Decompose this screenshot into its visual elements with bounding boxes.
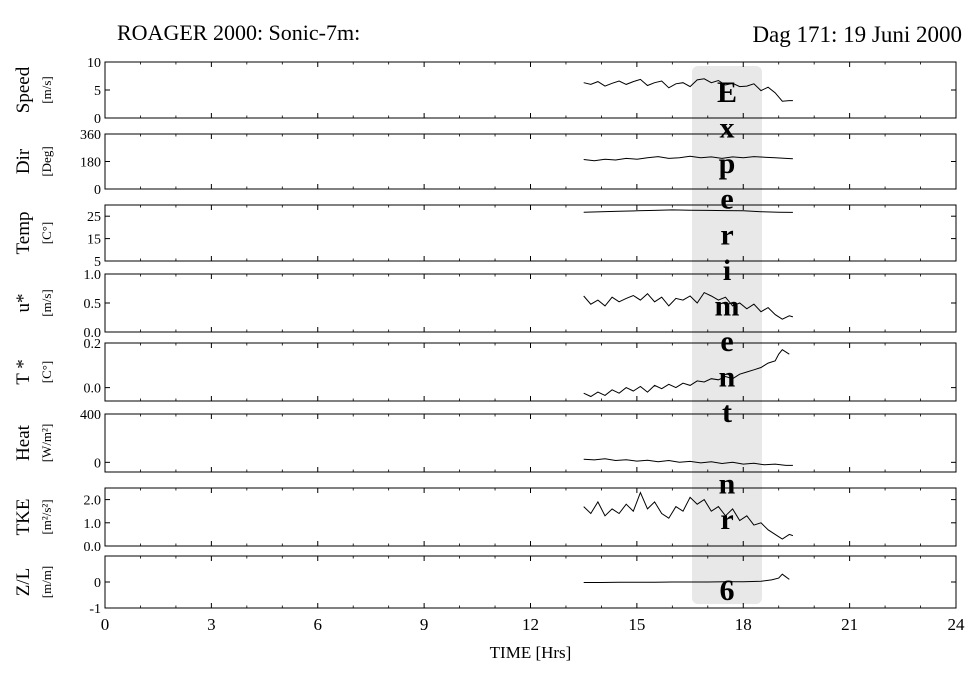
panel-frame <box>104 342 957 402</box>
x-tick-label: 3 <box>207 615 216 634</box>
watermark-letter: i <box>723 254 731 287</box>
y-tick-label: -1 <box>89 602 101 617</box>
y-axis-title: Dir <box>13 148 34 174</box>
x-tick-label: 0 <box>101 615 110 634</box>
y-tick-label: 2.0 <box>84 494 102 509</box>
y-axis-unit: [C°] <box>39 222 54 245</box>
y-tick-label: 1.0 <box>84 517 102 532</box>
watermark-letter: r <box>720 503 733 536</box>
y-tick-label: 180 <box>80 156 101 171</box>
y-tick-label: 0.0 <box>84 540 102 555</box>
y-tick-label: 400 <box>80 408 101 423</box>
y-tick-label: 25 <box>87 210 101 225</box>
x-tick-label: 6 <box>314 615 323 634</box>
y-axis-title: Temp <box>13 212 34 255</box>
x-tick-label: 21 <box>841 615 858 634</box>
panel-frame <box>104 61 957 119</box>
series-line <box>583 573 790 583</box>
watermark-letter: n <box>719 467 736 500</box>
x-tick-label: 9 <box>420 615 429 634</box>
y-tick-label: 0 <box>94 112 101 127</box>
chart-title-left: ROAGER 2000: Sonic-7m: <box>117 20 361 45</box>
y-tick-label: 0.0 <box>84 326 102 341</box>
watermark-letter: t <box>722 396 732 429</box>
y-tick-label: 5 <box>94 84 101 99</box>
y-tick-label: 15 <box>87 233 101 248</box>
panel-5: 0.0 0.2 T * [C°] <box>13 337 957 402</box>
series-line <box>583 155 793 162</box>
panel-3: 5 15 25 Temp [C°] <box>13 204 957 270</box>
y-axis-unit: [m²/s²] <box>39 499 54 534</box>
series-line <box>583 78 793 102</box>
y-axis-unit: [Deg] <box>39 146 54 176</box>
y-tick-label: 1.0 <box>84 268 102 283</box>
y-tick-label: 0.5 <box>84 297 102 312</box>
x-tick-label: 24 <box>948 615 966 634</box>
panel-frame <box>104 413 957 473</box>
watermark-letter: 6 <box>720 574 735 607</box>
panel-4: 0.0 0.5 1.0 u* [m/s] <box>13 268 957 341</box>
panel-frame <box>104 555 957 609</box>
y-axis-title: Speed <box>13 66 34 113</box>
series-line <box>583 291 794 320</box>
panel-frame <box>104 273 957 333</box>
series-line <box>583 209 793 213</box>
panel-7: 0.0 1.0 2.0 TKE [m²/s²] <box>13 487 957 555</box>
panel-8: -1 0 Z/L [m/m] <box>13 555 957 617</box>
y-axis-title: u* <box>13 294 34 313</box>
y-axis-unit: [W/m²] <box>39 424 54 463</box>
watermark-letter: E <box>717 76 737 109</box>
watermark-letter: e <box>720 183 733 216</box>
panel-2: 0 180 360 Dir [Deg] <box>13 128 957 198</box>
panel-6: 0 400 Heat [W/m²] <box>13 408 957 473</box>
watermark-letter: x <box>720 112 735 145</box>
panel-frame <box>104 204 957 262</box>
y-tick-label: 360 <box>80 128 101 143</box>
y-tick-label: 0 <box>94 183 101 198</box>
y-axis-title: Z/L <box>13 568 34 597</box>
y-axis-title: T * <box>13 359 34 385</box>
x-tick-label: 15 <box>628 615 645 634</box>
watermark-letter: e <box>720 325 733 358</box>
series-line <box>583 491 794 540</box>
y-tick-label: 0 <box>94 576 101 591</box>
y-axis-unit: [C°] <box>39 361 54 384</box>
watermark-letter: m <box>715 289 740 322</box>
x-tick-label: 12 <box>522 615 539 634</box>
watermark-letter: r <box>720 218 733 251</box>
y-tick-label: 0 <box>94 456 101 471</box>
y-tick-label: 10 <box>87 56 101 71</box>
x-tick-label: 18 <box>735 615 752 634</box>
watermark-letter: p <box>719 147 736 180</box>
y-axis-unit: [m/s] <box>39 76 54 103</box>
series-line <box>583 349 790 398</box>
y-axis-unit: [m/m] <box>39 566 54 599</box>
panel-1: 0 5 10 Speed [m/s] <box>13 56 957 127</box>
y-axis-title: Heat <box>13 424 34 461</box>
y-tick-label: 0.0 <box>84 382 102 397</box>
panel-frame <box>104 487 957 547</box>
y-axis-title: TKE <box>13 499 34 536</box>
y-tick-label: 0.2 <box>84 337 102 352</box>
panel-frame <box>104 133 957 190</box>
y-axis-unit: [m/s] <box>39 289 54 316</box>
x-axis-title: TIME [Hrs] <box>490 643 572 662</box>
watermark-band <box>692 66 762 604</box>
chart-title-right: Dag 171: 19 Juni 2000 <box>752 22 962 47</box>
series-line <box>583 458 793 466</box>
y-tick-label: 5 <box>94 255 101 270</box>
